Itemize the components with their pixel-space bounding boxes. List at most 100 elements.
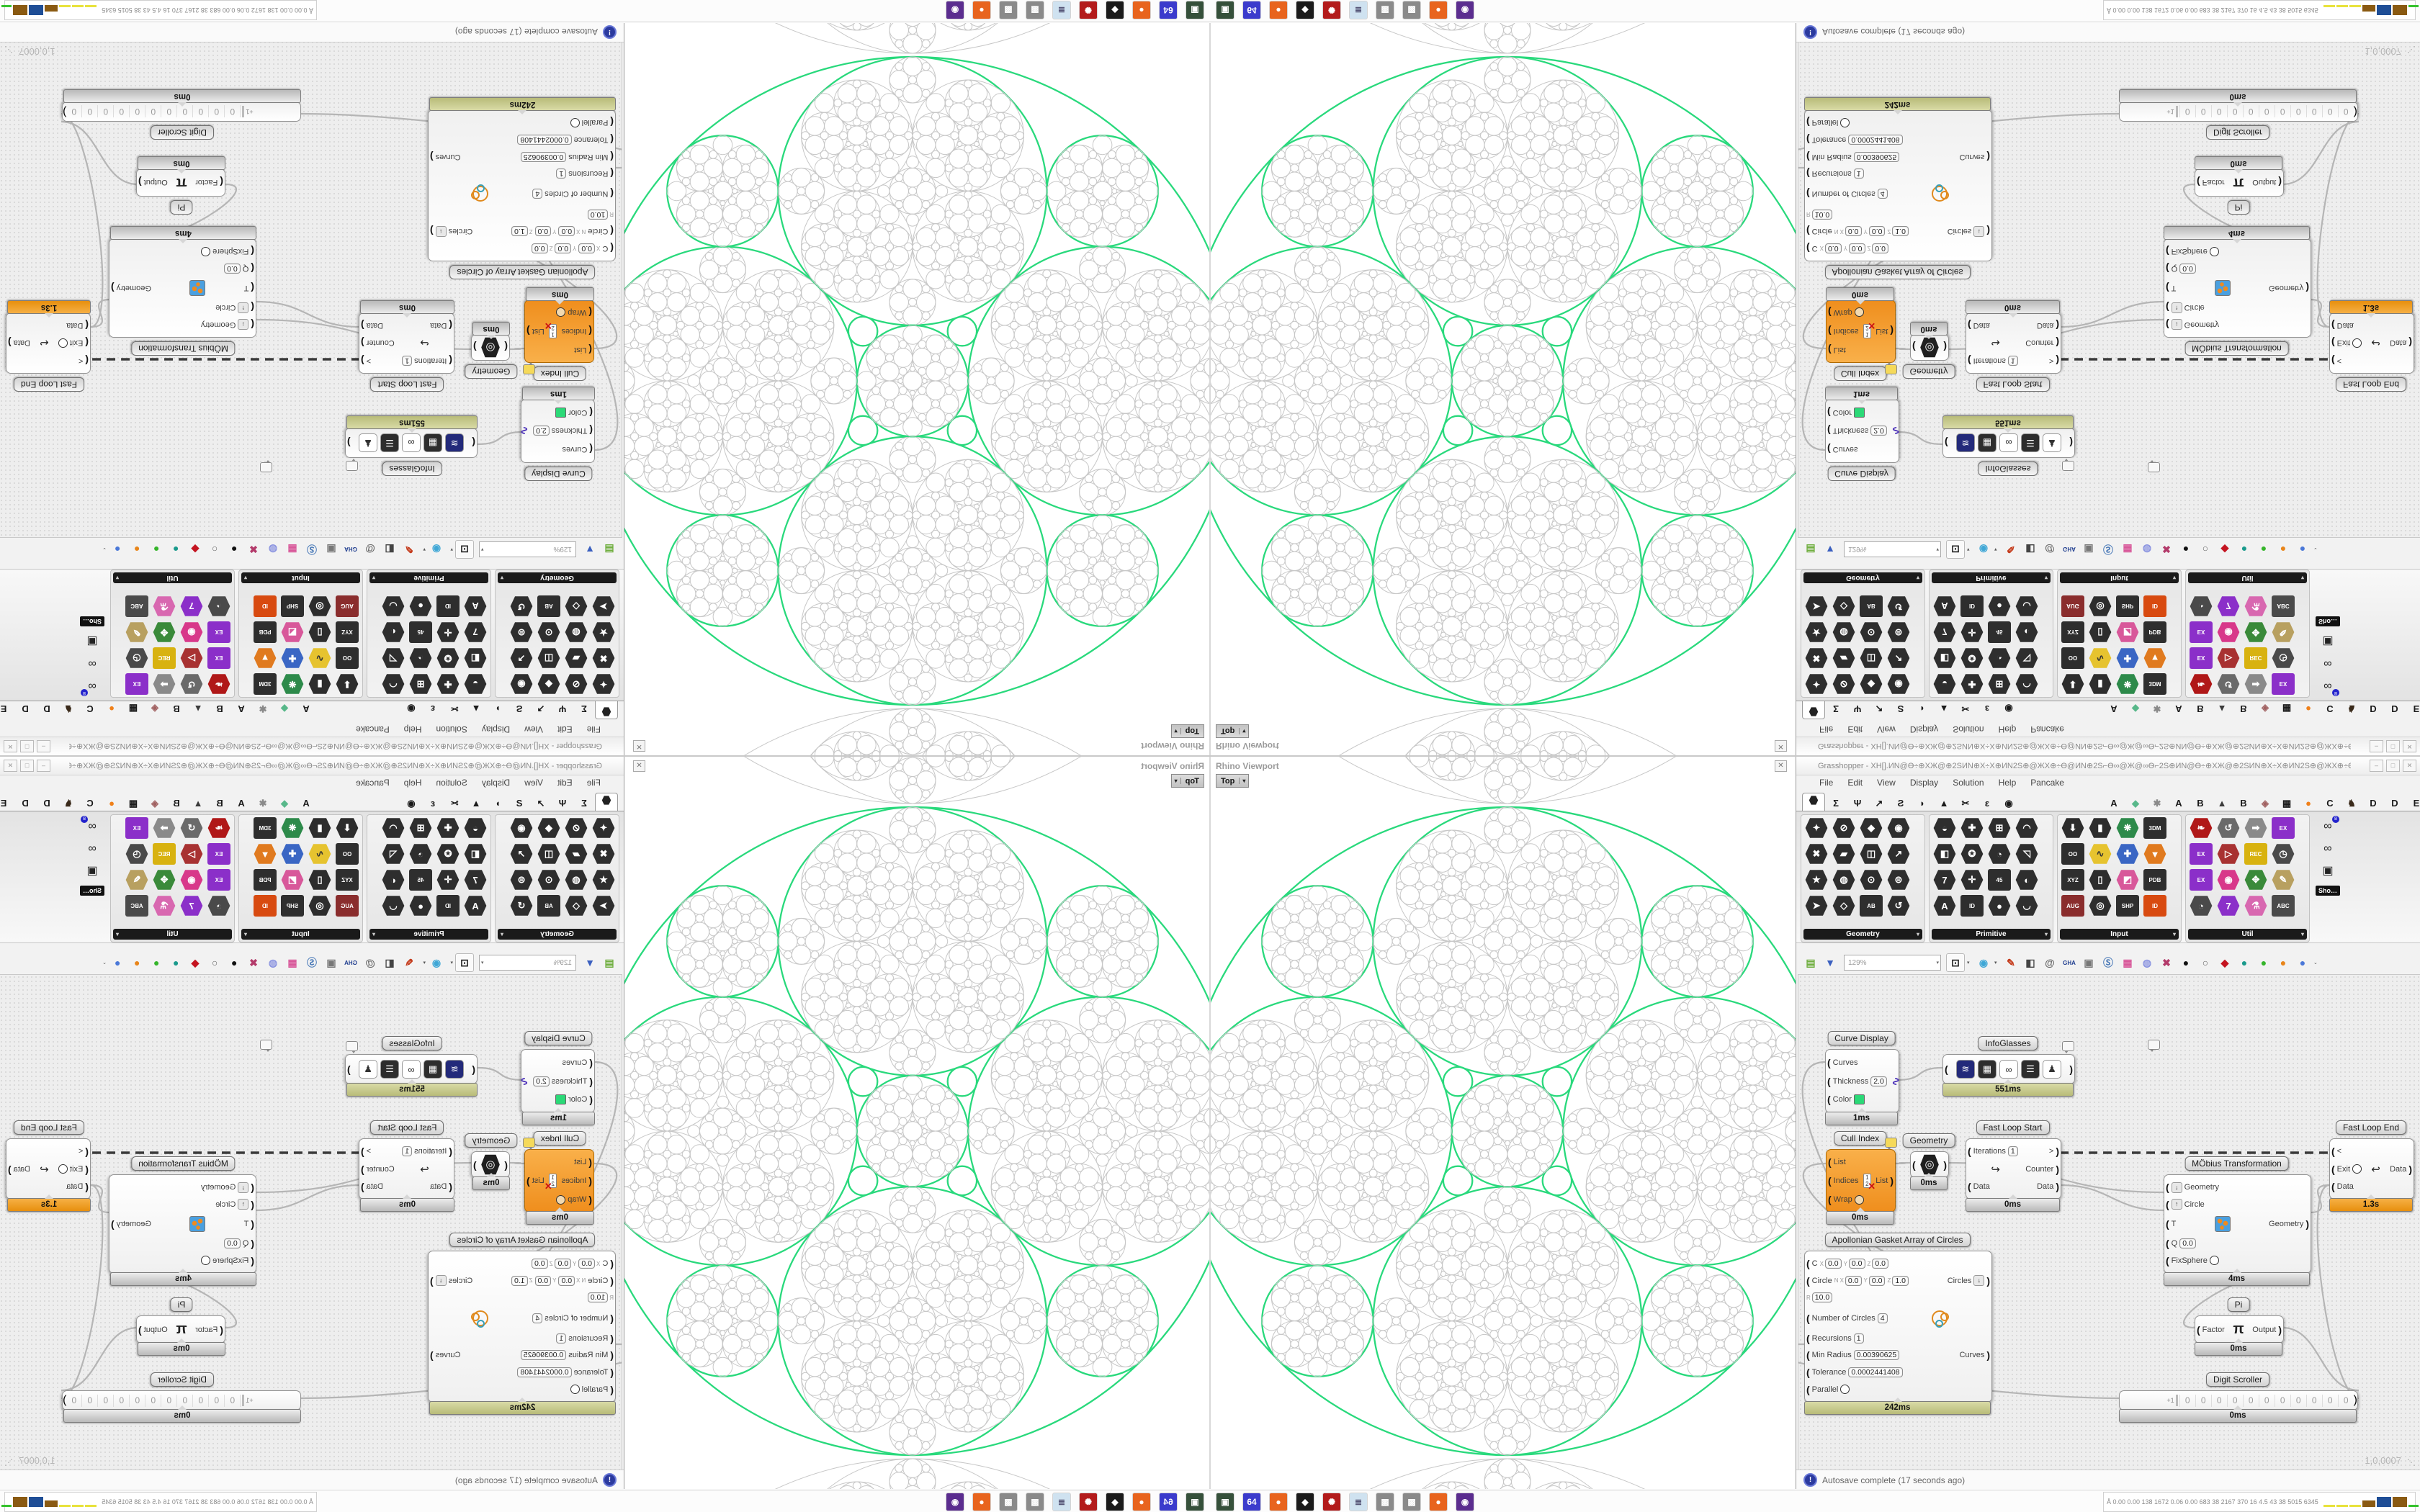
- window-maximize-button[interactable]: □: [20, 740, 34, 752]
- component-icon[interactable]: ◆: [537, 673, 560, 695]
- input-connector[interactable]: (: [251, 302, 254, 314]
- digit-cell[interactable]: 0: [130, 1394, 146, 1407]
- component-icon[interactable]: ⊜: [1887, 870, 1910, 890]
- node-title-infoglasses[interactable]: InfoGlasses: [1978, 462, 2038, 476]
- node-title-digit_scroller[interactable]: Digit Scroller: [150, 1372, 215, 1387]
- tab-transform[interactable]: ε: [430, 703, 436, 714]
- tab-plugin-1[interactable]: ◆: [2132, 798, 2139, 809]
- component-icon[interactable]: ➤: [592, 895, 615, 917]
- node-fast_loop_start[interactable]: (Iterations 1 >) ↪ Counter)(Data Data): [359, 1138, 454, 1200]
- input-connector[interactable]: (: [1806, 133, 1810, 145]
- tab-plugin-1[interactable]: ◆: [281, 798, 288, 809]
- window-maximize-button[interactable]: □: [2386, 760, 2400, 772]
- quality-max-icon[interactable]: ●: [114, 544, 121, 555]
- component-icon[interactable]: 7: [1933, 870, 1956, 890]
- component-icon[interactable]: ◩: [281, 621, 304, 643]
- input-connector[interactable]: (: [2197, 176, 2200, 189]
- open-file-icon[interactable]: ▤: [1806, 956, 1816, 968]
- input-connector[interactable]: (: [1806, 117, 1810, 129]
- component-icon[interactable]: ➡: [2244, 818, 2267, 838]
- open-file-icon[interactable]: ▤: [604, 544, 614, 556]
- node-title-apollonian[interactable]: Apollonian Gasket Array of Circles: [449, 1233, 596, 1247]
- output-connector[interactable]: ): [7, 1163, 12, 1175]
- flatten-icon[interactable]: ↓: [435, 1275, 447, 1287]
- component-icon[interactable]: ◷: [2272, 844, 2295, 864]
- component-icon[interactable]: ↺: [1887, 595, 1910, 617]
- component-icon[interactable]: ✚: [1960, 673, 1984, 695]
- zoom-extents-icon[interactable]: ⊡: [455, 540, 474, 559]
- component-icon[interactable]: 7: [180, 595, 203, 617]
- component-icon[interactable]: 7: [180, 895, 203, 917]
- input-connector[interactable]: (: [610, 188, 614, 200]
- value-box[interactable]: 0.0002441408: [517, 134, 572, 145]
- component-icon[interactable]: ID: [254, 895, 277, 917]
- output-connector[interactable]: ): [347, 1063, 351, 1075]
- resize-grip[interactable]: ⋱: [2407, 1457, 2416, 1467]
- graft-icon[interactable]: ↑: [2171, 1199, 2182, 1210]
- component-icon[interactable]: ✎: [2272, 621, 2295, 643]
- component-icon[interactable]: EX: [207, 621, 230, 643]
- cluster-icon[interactable]: ▦: [287, 956, 297, 968]
- digit-cell[interactable]: 0: [209, 1394, 225, 1407]
- tab-plugin-7[interactable]: ◈: [151, 703, 158, 714]
- component-icon[interactable]: ➤: [1805, 595, 1828, 617]
- plugin-icon[interactable]: ♟: [2043, 1060, 2061, 1079]
- open-file-icon[interactable]: ▤: [604, 956, 614, 968]
- digit-cell[interactable]: 0: [66, 1394, 83, 1407]
- zoom-level-input[interactable]: 129% ▾: [1844, 541, 1941, 557]
- comment-bubble-icon[interactable]: [2148, 462, 2160, 472]
- input-connector[interactable]: (: [220, 1323, 223, 1336]
- input-connector[interactable]: (: [85, 1181, 89, 1193]
- node-cull_index[interactable]: (List(Indices 1 2 ✕ List)(Wrap: [524, 300, 594, 363]
- preview-icon[interactable]: ◉: [431, 956, 442, 968]
- component-icon[interactable]: ◷: [125, 647, 148, 669]
- output-connector[interactable]: ): [2353, 1394, 2357, 1406]
- flatten-icon[interactable]: ↓: [238, 319, 249, 330]
- input-connector[interactable]: (: [610, 150, 614, 163]
- input-connector[interactable]: (: [610, 1332, 614, 1344]
- menu-file[interactable]: File: [586, 724, 601, 734]
- tab-plugin-13[interactable]: D: [2391, 798, 2398, 809]
- component-icon[interactable]: ➡: [153, 817, 176, 839]
- component-icon[interactable]: ▰: [565, 843, 588, 865]
- digit-cell[interactable]: 0: [225, 105, 241, 118]
- menu-file[interactable]: File: [1819, 778, 1834, 788]
- node-title-curve_display[interactable]: Curve Display: [524, 1031, 593, 1045]
- taskbar-app-firefox-2[interactable]: ●: [1429, 1, 1448, 19]
- component-icon[interactable]: 3DM: [254, 817, 277, 839]
- input-connector[interactable]: (: [1806, 1312, 1810, 1324]
- window-close-button[interactable]: ✕: [4, 740, 17, 752]
- value-box[interactable]: 4: [1877, 1313, 1888, 1323]
- taskbar-app-app-red[interactable]: ✺: [1322, 1493, 1341, 1511]
- output-connector[interactable]: ): [138, 1323, 142, 1336]
- component-icon[interactable]: ✛: [1960, 870, 1984, 890]
- component-icon[interactable]: ✖: [1805, 647, 1828, 669]
- component-icon[interactable]: ◩: [2116, 621, 2139, 643]
- input-connector[interactable]: (: [2331, 319, 2335, 331]
- digit-cell[interactable]: 0: [66, 105, 83, 118]
- toggle-circle[interactable]: [201, 246, 211, 256]
- component-icon[interactable]: ●: [1988, 896, 2011, 916]
- tab-plugin-2[interactable]: ✱: [259, 798, 267, 809]
- tab-transform[interactable]: ε: [1984, 798, 1990, 809]
- quality-low-icon[interactable]: ●: [172, 544, 179, 555]
- input-connector[interactable]: (: [1828, 344, 1832, 356]
- component-icon[interactable]: ⊞: [409, 817, 432, 839]
- input-connector[interactable]: (: [1806, 150, 1810, 163]
- tab-surface[interactable]: ◗: [1919, 798, 1925, 809]
- value-box[interactable]: 2.0: [533, 1076, 550, 1086]
- gh-titlebar[interactable]: Grasshopper - XH[].ИN@Ө÷⊕ХЖ@⊕2SИN⊕Х÷Х⊕ИN…: [1796, 757, 2420, 775]
- node-title-infoglasses[interactable]: InfoGlasses: [382, 462, 442, 476]
- component-icon[interactable]: ●: [409, 595, 432, 617]
- group-label-util[interactable]: Util ▾: [2188, 929, 2307, 940]
- node-title-fast_loop_end[interactable]: Fast Loop End: [13, 377, 85, 392]
- node-title-mobius[interactable]: MÖbius Transformation: [2184, 341, 2289, 356]
- value-box[interactable]: 4: [532, 1313, 543, 1323]
- tab-plugin-4[interactable]: B: [216, 703, 223, 714]
- component-icon[interactable]: ▷: [180, 843, 203, 865]
- component-icon[interactable]: ◍: [565, 869, 588, 891]
- output-connector[interactable]: ): [361, 1181, 364, 1193]
- zoom-extents-icon[interactable]: ⊡: [455, 953, 474, 972]
- component-icon[interactable]: ◎: [308, 895, 331, 917]
- quality-high-icon[interactable]: ●: [133, 957, 140, 968]
